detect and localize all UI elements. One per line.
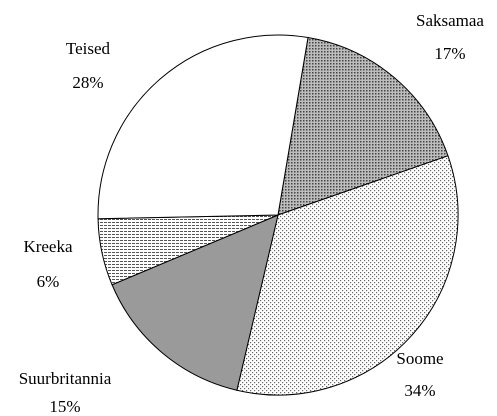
slice-label: Suurbritannia bbox=[19, 369, 112, 388]
slice-value-label: 17% bbox=[434, 44, 465, 63]
slice-value-label: 6% bbox=[37, 272, 60, 291]
slice-value-label: 15% bbox=[49, 397, 80, 416]
pie-slice bbox=[111, 214, 279, 391]
slice-label: Saksamaa bbox=[416, 11, 484, 30]
pie-slice bbox=[277, 36, 449, 216]
pie-slice bbox=[236, 155, 459, 396]
slice-label: Soome bbox=[396, 349, 443, 368]
slice-label: Teised bbox=[66, 39, 111, 58]
slice-value-label: 28% bbox=[72, 73, 103, 92]
slice-label: Kreeka bbox=[23, 237, 73, 256]
slice-value-label: 34% bbox=[404, 381, 435, 400]
pie-slice bbox=[97, 34, 309, 220]
